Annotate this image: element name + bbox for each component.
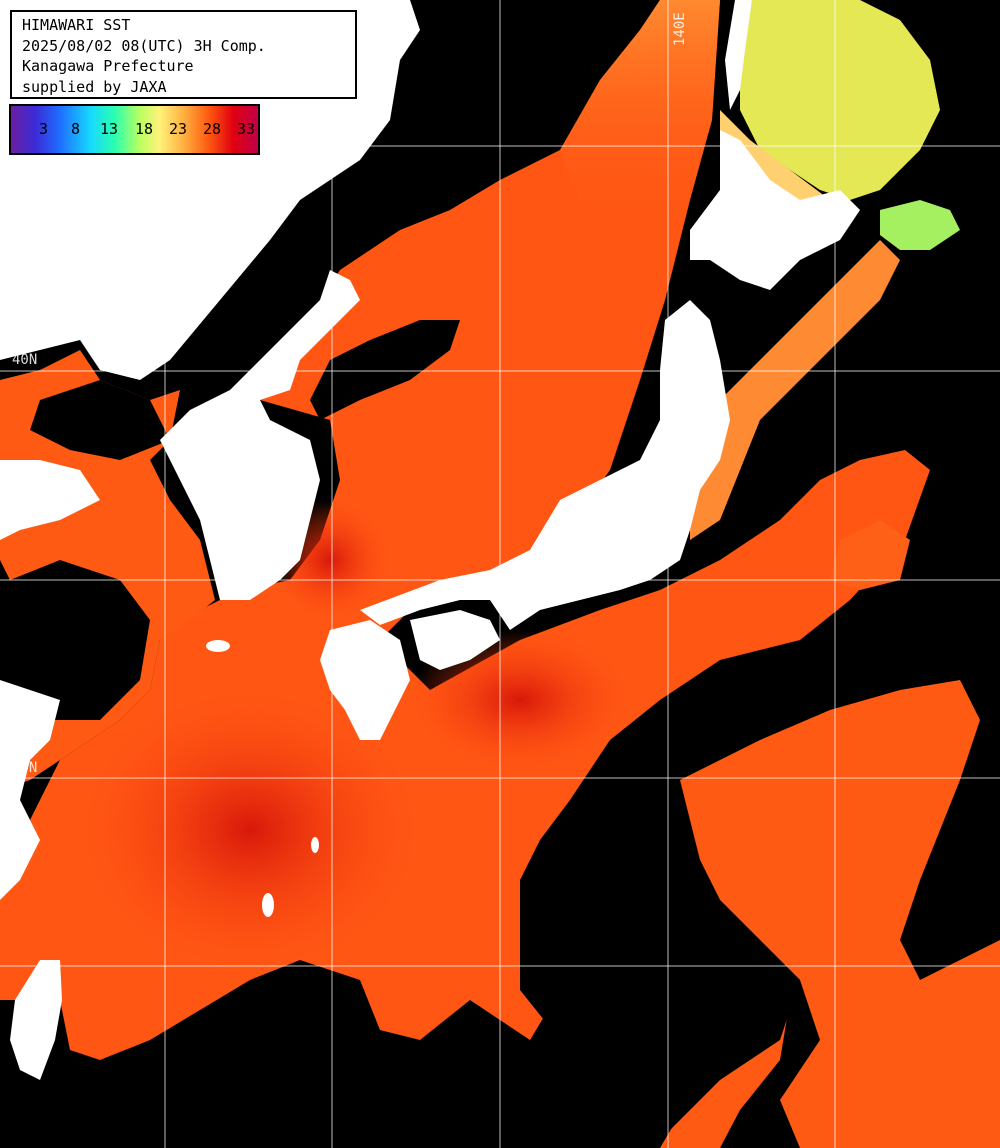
land-korea xyxy=(160,270,360,600)
land-china-east xyxy=(0,680,60,900)
cloud-korea-north xyxy=(30,380,170,460)
land-amami xyxy=(311,837,319,853)
land-hokkaido xyxy=(690,130,860,290)
land-shandong xyxy=(0,460,100,540)
label-lat-30n: 30N xyxy=(12,760,38,776)
cloud-spot-north xyxy=(398,125,426,165)
sea-southeast-patch xyxy=(680,680,1000,1148)
sea-east-band xyxy=(830,520,910,590)
cold-sea-east-band xyxy=(880,200,960,250)
land-shikoku xyxy=(410,610,500,670)
cool-sea-north xyxy=(560,0,720,220)
region-name: Kanagawa Prefecture xyxy=(22,57,194,75)
label-lon-140e: 140E xyxy=(672,12,688,46)
label-lat-40n: 40N xyxy=(12,352,38,368)
info-box: HIMAWARI SST 2025/08/02 08(UTC) 3H Comp.… xyxy=(10,10,357,99)
land-taiwan xyxy=(10,960,62,1080)
cloud-pacific-south xyxy=(520,800,800,1148)
warm-core-shikoku xyxy=(410,630,630,770)
colorbar-tick: 3 xyxy=(39,120,49,138)
colorbar-tick: 8 xyxy=(71,120,81,138)
land-kyushu xyxy=(320,620,410,740)
colorbar-tick: 33 xyxy=(237,120,256,138)
colorbar-tick: 28 xyxy=(203,120,222,138)
colorbar-tick: 23 xyxy=(169,120,188,138)
cold-sea-northeast xyxy=(740,0,940,200)
land-jeju xyxy=(206,640,230,652)
land-sakhalin xyxy=(725,0,752,110)
pacific-coastal-sea xyxy=(690,240,900,540)
cloud-east-china xyxy=(0,560,150,720)
colorbar-tick: 13 xyxy=(100,120,119,138)
data-source: supplied by JAXA xyxy=(22,77,167,96)
yellow-sea xyxy=(0,350,215,790)
land-okinawa xyxy=(262,893,274,917)
colorbar-tick: 18 xyxy=(135,120,154,138)
cloud-japan-sea xyxy=(310,320,460,420)
temperature-colorbar: 3 8 13 18 23 28 33 xyxy=(9,104,260,155)
timestamp: 2025/08/02 08(UTC) 3H Comp. xyxy=(22,36,266,55)
product-title: HIMAWARI SST xyxy=(22,16,131,34)
land-honshu xyxy=(360,300,730,630)
